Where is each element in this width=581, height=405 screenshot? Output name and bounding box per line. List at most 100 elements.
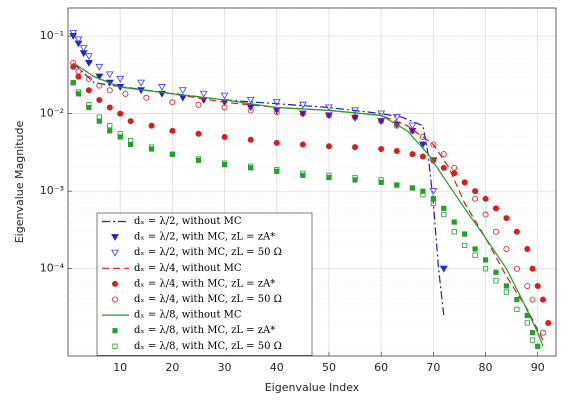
marker	[247, 107, 254, 114]
marker	[169, 151, 175, 157]
marker	[148, 122, 155, 129]
marker	[392, 114, 401, 121]
marker	[112, 328, 118, 334]
marker	[352, 144, 359, 151]
marker	[539, 296, 546, 303]
marker	[143, 94, 150, 101]
marker	[299, 141, 306, 148]
marker	[117, 131, 123, 137]
marker	[534, 282, 541, 289]
marker	[128, 141, 134, 148]
marker	[472, 195, 479, 202]
marker	[178, 87, 187, 95]
marker	[419, 153, 426, 160]
marker	[70, 59, 77, 66]
legend: dₓ = λ/2, without MC dₓ = λ/2, with MC, z…	[96, 212, 313, 356]
x-tick-label: 90	[531, 361, 545, 374]
marker	[420, 192, 426, 198]
marker	[127, 118, 134, 125]
marker	[529, 337, 536, 343]
marker	[503, 215, 510, 222]
marker	[221, 133, 228, 140]
marker	[451, 219, 457, 225]
marker	[70, 80, 76, 86]
marker	[74, 40, 83, 48]
x-tick-label: 40	[270, 361, 284, 374]
marker	[148, 144, 155, 150]
marker	[529, 265, 536, 272]
marker	[85, 75, 92, 82]
x-tick-label: 80	[479, 361, 493, 374]
marker	[419, 133, 426, 140]
marker	[84, 53, 93, 61]
legend-label: dₓ = λ/2, without MC	[134, 216, 242, 227]
marker	[195, 130, 202, 137]
marker	[451, 229, 457, 235]
marker	[482, 195, 489, 202]
marker	[377, 110, 386, 118]
legend-box	[96, 212, 313, 356]
marker	[394, 182, 400, 188]
marker	[95, 63, 104, 71]
marker	[513, 228, 520, 235]
marker	[529, 330, 536, 336]
y-tick-label: 10⁻⁴	[40, 262, 65, 275]
marker	[105, 71, 114, 79]
marker	[221, 162, 228, 168]
marker	[440, 151, 447, 158]
legend-label: dₓ = λ/2, with MC, zL = zA*	[134, 232, 275, 243]
marker	[524, 245, 531, 252]
marker	[503, 289, 510, 295]
marker	[116, 75, 125, 83]
marker	[107, 123, 113, 129]
marker	[86, 104, 92, 111]
marker	[169, 151, 175, 157]
marker	[352, 114, 359, 121]
marker	[462, 242, 468, 248]
marker	[351, 114, 359, 122]
marker	[529, 296, 536, 303]
marker	[158, 84, 166, 91]
marker	[472, 246, 478, 252]
x-tick-label: 20	[165, 361, 179, 374]
marker	[273, 139, 280, 146]
marker	[107, 128, 113, 134]
marker	[96, 114, 102, 120]
marker	[111, 249, 119, 257]
marker	[503, 245, 510, 252]
marker	[451, 170, 458, 177]
marker	[95, 73, 104, 81]
marker	[117, 134, 123, 140]
marker	[96, 118, 102, 124]
marker	[451, 164, 458, 171]
marker	[112, 343, 118, 349]
marker	[195, 156, 202, 162]
marker	[325, 104, 333, 112]
marker	[409, 127, 416, 134]
x-tick-label: 60	[374, 361, 388, 374]
marker	[246, 96, 255, 104]
marker	[117, 110, 124, 117]
marker	[493, 278, 499, 284]
marker	[247, 136, 254, 143]
marker	[169, 99, 176, 106]
marker	[96, 82, 103, 89]
marker	[75, 73, 82, 80]
marker	[545, 319, 552, 326]
marker	[70, 80, 76, 86]
marker	[298, 101, 307, 109]
marker	[74, 36, 83, 44]
marker	[524, 312, 530, 319]
marker	[409, 185, 416, 191]
legend-label: dₓ = λ/8, with MC, zL = 50 Ω	[134, 341, 282, 352]
marker	[326, 172, 332, 178]
x-axis-label: Eigenvalue Index	[265, 381, 360, 394]
marker	[503, 283, 510, 289]
marker	[394, 182, 400, 188]
marker	[419, 141, 427, 149]
marker	[429, 188, 438, 195]
marker	[439, 265, 448, 273]
marker	[112, 296, 119, 303]
marker	[492, 228, 499, 235]
